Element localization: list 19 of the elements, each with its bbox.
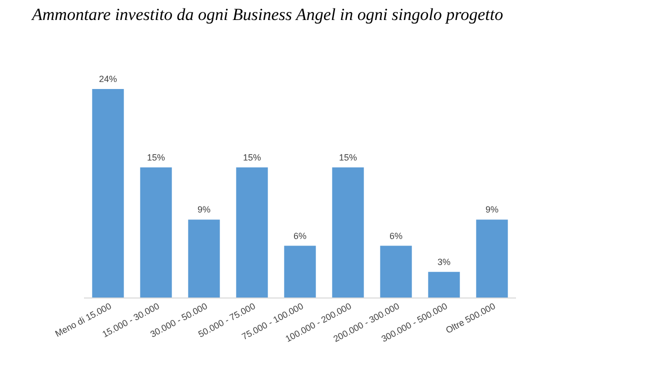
bar (428, 272, 460, 298)
bar (380, 246, 412, 298)
bar (188, 220, 220, 298)
data-label: 6% (293, 230, 307, 241)
bar (332, 167, 364, 298)
chart-title: Ammontare investito da ogni Business Angel in ogni singolo progetto (31, 5, 504, 24)
data-label: 15% (146, 152, 166, 162)
bar (476, 220, 508, 298)
bar (236, 167, 268, 298)
data-label: 6% (389, 230, 403, 241)
bar (140, 167, 172, 298)
data-label: 9% (485, 204, 499, 215)
bar (92, 89, 124, 298)
data-label: 24% (98, 74, 118, 84)
data-label: 3% (437, 256, 451, 267)
bar (284, 246, 316, 298)
data-label: 15% (242, 152, 262, 162)
data-label: 9% (197, 204, 211, 215)
data-label: 15% (338, 152, 358, 162)
